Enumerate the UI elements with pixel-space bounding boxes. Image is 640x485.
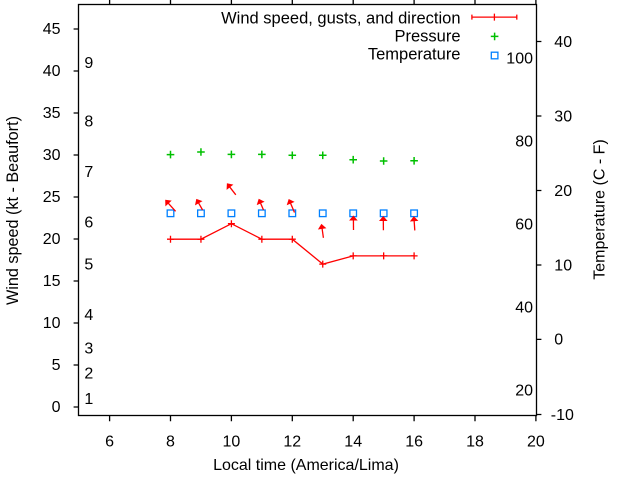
svg-text:12: 12 [283,433,301,450]
svg-text:80: 80 [515,134,533,151]
svg-text:20: 20 [515,383,533,400]
svg-text:20: 20 [527,433,545,450]
svg-text:8: 8 [166,433,175,450]
svg-text:0: 0 [52,399,61,416]
svg-text:10: 10 [43,315,61,332]
svg-text:9: 9 [84,55,93,72]
svg-text:8: 8 [84,114,93,131]
svg-text:40: 40 [515,300,533,317]
svg-text:3: 3 [84,341,93,358]
svg-text:5: 5 [52,357,61,374]
svg-text:30: 30 [554,108,572,125]
svg-text:6: 6 [84,215,93,232]
svg-text:6: 6 [105,433,114,450]
svg-text:15: 15 [43,273,61,290]
svg-text:1: 1 [84,391,93,408]
svg-text:4: 4 [84,307,93,324]
svg-text:60: 60 [515,217,533,234]
svg-text:10: 10 [554,257,572,274]
svg-text:20: 20 [554,183,572,200]
svg-text:16: 16 [405,433,423,450]
svg-text:7: 7 [84,164,93,181]
svg-text:18: 18 [466,433,484,450]
svg-text:25: 25 [43,189,61,206]
svg-text:45: 45 [43,21,61,38]
svg-text:5: 5 [84,257,93,274]
svg-text:Wind speed (kt - Beaufort): Wind speed (kt - Beaufort) [4,116,22,305]
svg-text:100: 100 [506,51,533,68]
svg-text:-10: -10 [551,407,574,424]
svg-text:Pressure: Pressure [394,28,460,46]
svg-text:Temperature (C - F): Temperature (C - F) [592,139,609,279]
svg-text:10: 10 [223,433,241,450]
svg-text:0: 0 [554,332,563,349]
svg-text:20: 20 [43,231,61,248]
svg-text:40: 40 [43,63,61,80]
svg-text:Wind speed, gusts, and directi: Wind speed, gusts, and direction [221,9,460,27]
svg-text:Temperature: Temperature [368,46,461,64]
svg-text:30: 30 [43,147,61,164]
svg-text:35: 35 [43,105,61,122]
svg-text:14: 14 [344,433,362,450]
svg-text:Local time (America/Lima): Local time (America/Lima) [213,457,399,474]
svg-text:2: 2 [84,366,93,383]
svg-text:40: 40 [554,34,572,51]
